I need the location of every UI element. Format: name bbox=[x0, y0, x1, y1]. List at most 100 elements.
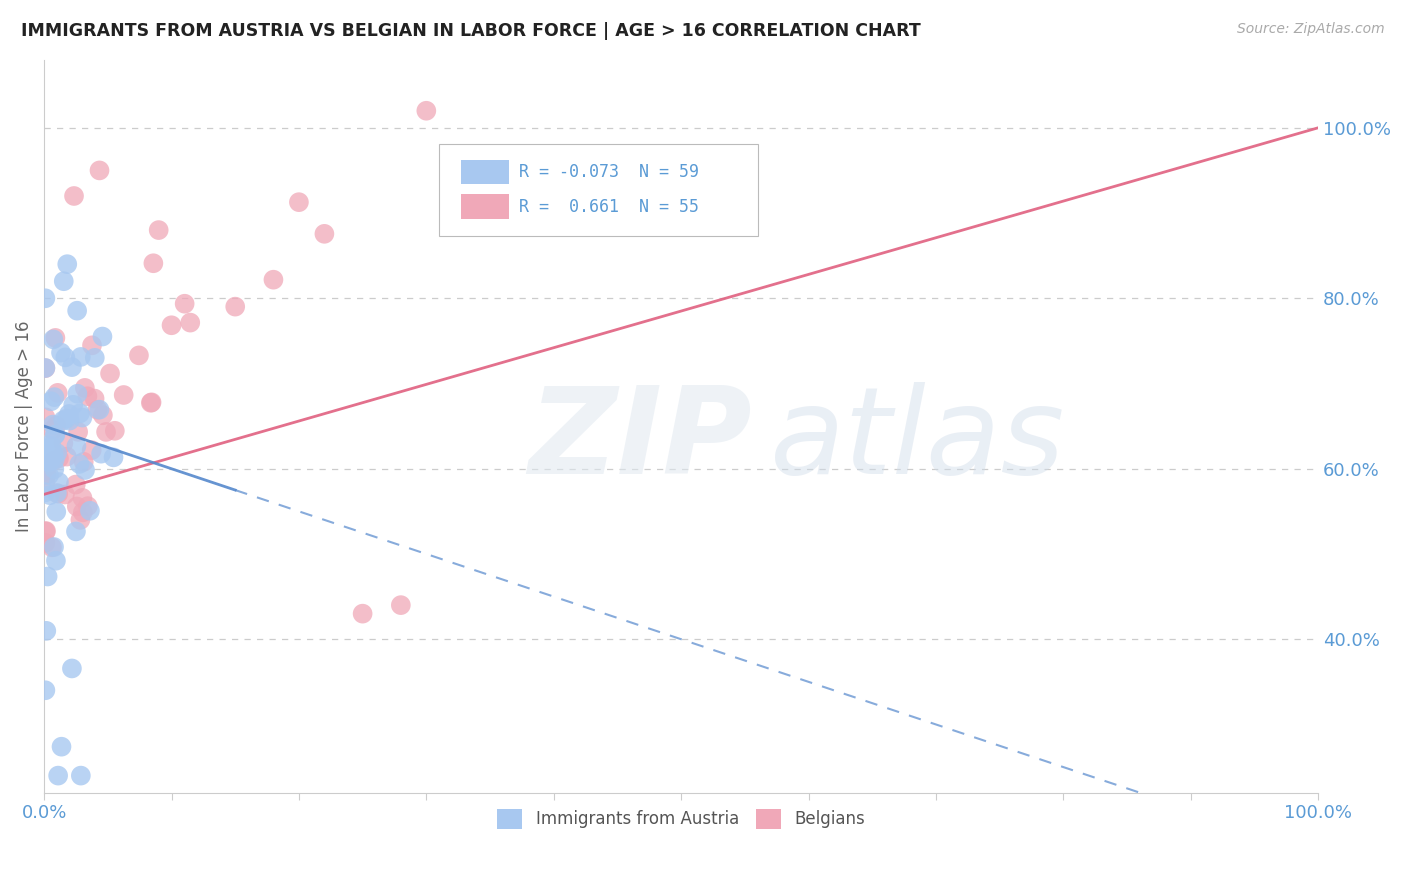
Point bbox=[179, 316, 201, 330]
Point bbox=[42, 446, 65, 460]
Point bbox=[58, 407, 80, 421]
Point bbox=[52, 436, 75, 450]
Point bbox=[65, 524, 87, 539]
Point bbox=[34, 683, 56, 698]
Legend: Immigrants from Austria, Belgians: Immigrants from Austria, Belgians bbox=[491, 802, 872, 836]
Point bbox=[389, 598, 412, 612]
Point bbox=[72, 410, 94, 425]
Point bbox=[103, 450, 125, 465]
Point bbox=[141, 395, 163, 409]
Point bbox=[35, 624, 58, 638]
Bar bbox=[461, 160, 509, 185]
Point bbox=[55, 450, 77, 464]
Point bbox=[142, 256, 165, 270]
Point bbox=[53, 487, 76, 501]
Point bbox=[72, 505, 94, 519]
Point bbox=[53, 351, 76, 365]
Point bbox=[42, 453, 65, 467]
Point bbox=[35, 467, 58, 482]
Point bbox=[52, 413, 75, 427]
Point bbox=[314, 227, 336, 241]
Point bbox=[45, 486, 67, 500]
Point bbox=[34, 361, 56, 376]
Point bbox=[35, 464, 58, 478]
Point bbox=[42, 540, 65, 554]
Point bbox=[224, 300, 246, 314]
Point bbox=[38, 455, 60, 469]
Point bbox=[41, 541, 63, 555]
Bar bbox=[461, 194, 509, 219]
Point bbox=[34, 536, 56, 550]
Point bbox=[34, 475, 56, 490]
Point bbox=[38, 488, 60, 502]
Point bbox=[86, 402, 108, 417]
Point bbox=[58, 414, 80, 428]
Point bbox=[128, 348, 150, 362]
Point bbox=[76, 389, 98, 403]
Point bbox=[46, 486, 69, 500]
Point bbox=[79, 504, 101, 518]
Point bbox=[44, 427, 66, 442]
Point bbox=[46, 446, 69, 460]
Point bbox=[66, 303, 89, 318]
Point bbox=[46, 769, 69, 783]
Point bbox=[352, 607, 374, 621]
Point bbox=[34, 291, 56, 305]
Point bbox=[83, 351, 105, 365]
Point bbox=[89, 163, 111, 178]
Point bbox=[44, 331, 66, 345]
Point bbox=[44, 452, 66, 467]
Point bbox=[66, 386, 89, 401]
Point bbox=[42, 332, 65, 346]
Point bbox=[55, 411, 77, 425]
Point bbox=[60, 661, 83, 675]
Point bbox=[91, 409, 114, 423]
Point bbox=[262, 273, 284, 287]
Text: IMMIGRANTS FROM AUSTRIA VS BELGIAN IN LABOR FORCE | AGE > 16 CORRELATION CHART: IMMIGRANTS FROM AUSTRIA VS BELGIAN IN LA… bbox=[21, 22, 921, 40]
Point bbox=[39, 453, 62, 467]
Point bbox=[73, 455, 96, 469]
Text: ZIP: ZIP bbox=[529, 383, 752, 500]
Point bbox=[65, 439, 87, 453]
Point bbox=[76, 499, 98, 513]
Point bbox=[63, 189, 86, 203]
Point bbox=[37, 450, 59, 465]
Point bbox=[89, 402, 111, 417]
Point bbox=[49, 345, 72, 359]
Point bbox=[73, 381, 96, 395]
Point bbox=[139, 396, 162, 410]
Point bbox=[148, 223, 170, 237]
Point bbox=[69, 513, 91, 527]
Point bbox=[39, 445, 62, 459]
Point bbox=[44, 462, 66, 476]
Point bbox=[173, 296, 195, 310]
Point bbox=[44, 390, 66, 404]
Point bbox=[66, 500, 89, 514]
Point bbox=[45, 418, 67, 433]
Point bbox=[94, 425, 117, 439]
Y-axis label: In Labor Force | Age > 16: In Labor Force | Age > 16 bbox=[15, 320, 32, 532]
Point bbox=[415, 103, 437, 118]
Point bbox=[73, 463, 96, 477]
Text: Source: ZipAtlas.com: Source: ZipAtlas.com bbox=[1237, 22, 1385, 37]
Point bbox=[34, 361, 56, 376]
Point bbox=[62, 398, 84, 412]
Point bbox=[160, 318, 183, 333]
Point bbox=[65, 477, 87, 491]
Point bbox=[90, 447, 112, 461]
Point bbox=[60, 360, 83, 375]
FancyBboxPatch shape bbox=[439, 144, 758, 235]
Point bbox=[91, 329, 114, 343]
Point bbox=[34, 485, 56, 500]
Point bbox=[38, 441, 60, 455]
Point bbox=[48, 451, 70, 466]
Point bbox=[288, 195, 311, 210]
Point bbox=[83, 392, 105, 406]
Point bbox=[80, 338, 103, 352]
Text: R = -0.073  N = 59: R = -0.073 N = 59 bbox=[519, 163, 699, 181]
Text: R =  0.661  N = 55: R = 0.661 N = 55 bbox=[519, 197, 699, 216]
Point bbox=[35, 524, 58, 538]
Point bbox=[98, 367, 121, 381]
Point bbox=[72, 491, 94, 505]
Point bbox=[112, 388, 135, 402]
